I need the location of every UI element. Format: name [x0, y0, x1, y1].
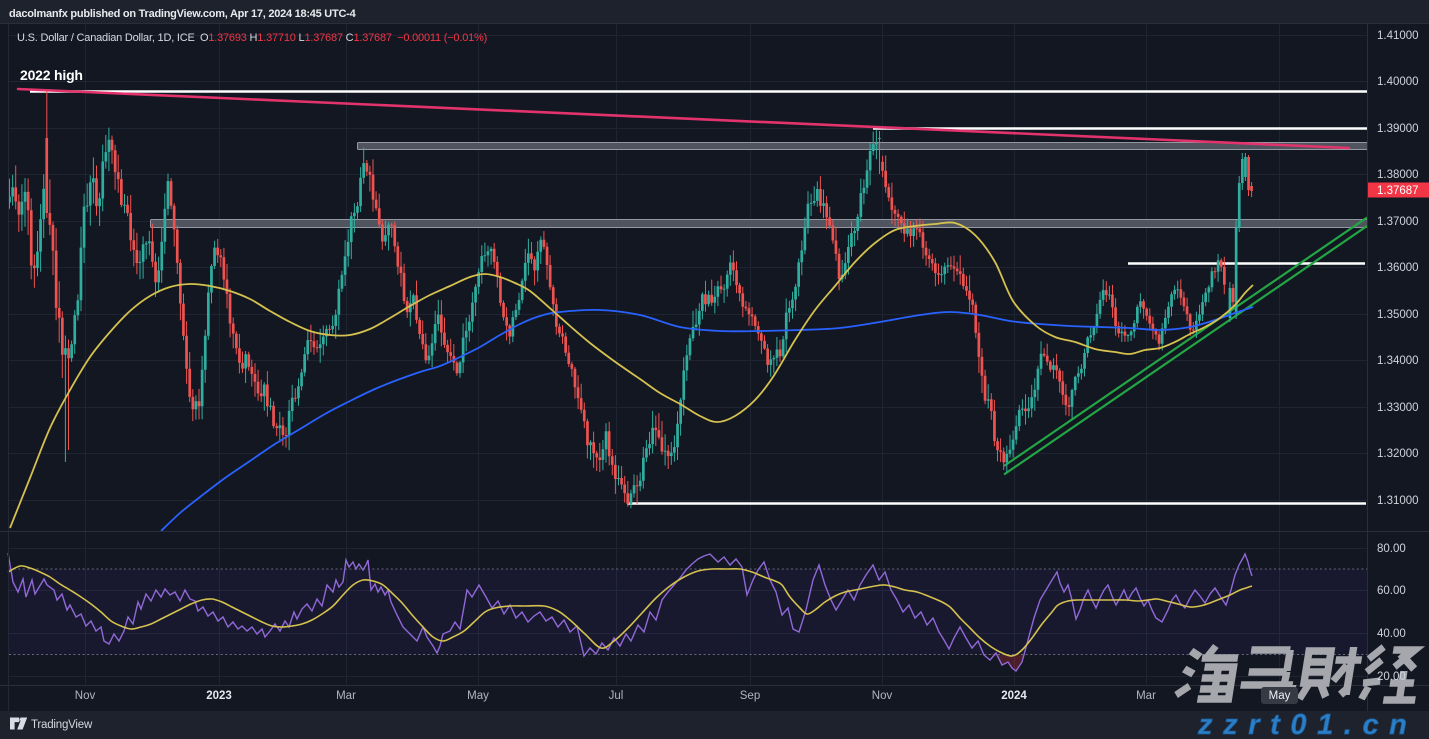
svg-text:Mar: Mar — [336, 690, 356, 702]
svg-text:dacolmanfx published on Tradin: dacolmanfx published on TradingView.com,… — [9, 8, 357, 20]
svg-text:May: May — [467, 690, 489, 702]
svg-text:1.39000: 1.39000 — [1377, 123, 1419, 135]
svg-text:TradingView: TradingView — [31, 719, 93, 731]
svg-text:40.00: 40.00 — [1377, 628, 1406, 640]
svg-text:2024: 2024 — [1001, 690, 1027, 702]
svg-text:1.33000: 1.33000 — [1377, 402, 1419, 414]
svg-text:1.35000: 1.35000 — [1377, 309, 1419, 321]
svg-text:Jul: Jul — [609, 690, 624, 702]
svg-text:May: May — [1269, 690, 1291, 702]
svg-text:1.37000: 1.37000 — [1377, 216, 1419, 228]
svg-text:2022 high: 2022 high — [20, 67, 83, 83]
svg-text:20.00: 20.00 — [1377, 671, 1406, 683]
svg-text:1.38000: 1.38000 — [1377, 169, 1419, 181]
svg-text:1.34000: 1.34000 — [1377, 355, 1419, 367]
svg-text:zzrt01.cn: zzrt01.cn — [1197, 709, 1418, 739]
svg-text:2023: 2023 — [206, 690, 232, 702]
svg-text:Mar: Mar — [1136, 690, 1156, 702]
svg-text:Nov: Nov — [872, 690, 893, 702]
svg-text:Sep: Sep — [740, 690, 760, 702]
svg-text:1.41000: 1.41000 — [1377, 30, 1419, 42]
svg-text:1.37687: 1.37687 — [1377, 185, 1419, 197]
svg-text:80.00: 80.00 — [1377, 543, 1406, 555]
svg-text:1.40000: 1.40000 — [1377, 76, 1419, 88]
svg-text:U.S. Dollar / Canadian Dollar,: U.S. Dollar / Canadian Dollar, 1D, ICE O… — [17, 32, 487, 44]
svg-text:1.36000: 1.36000 — [1377, 262, 1419, 274]
svg-text:60.00: 60.00 — [1377, 585, 1406, 597]
svg-text:1.31000: 1.31000 — [1377, 495, 1419, 507]
svg-text:Nov: Nov — [75, 690, 96, 702]
svg-text:1.32000: 1.32000 — [1377, 448, 1419, 460]
